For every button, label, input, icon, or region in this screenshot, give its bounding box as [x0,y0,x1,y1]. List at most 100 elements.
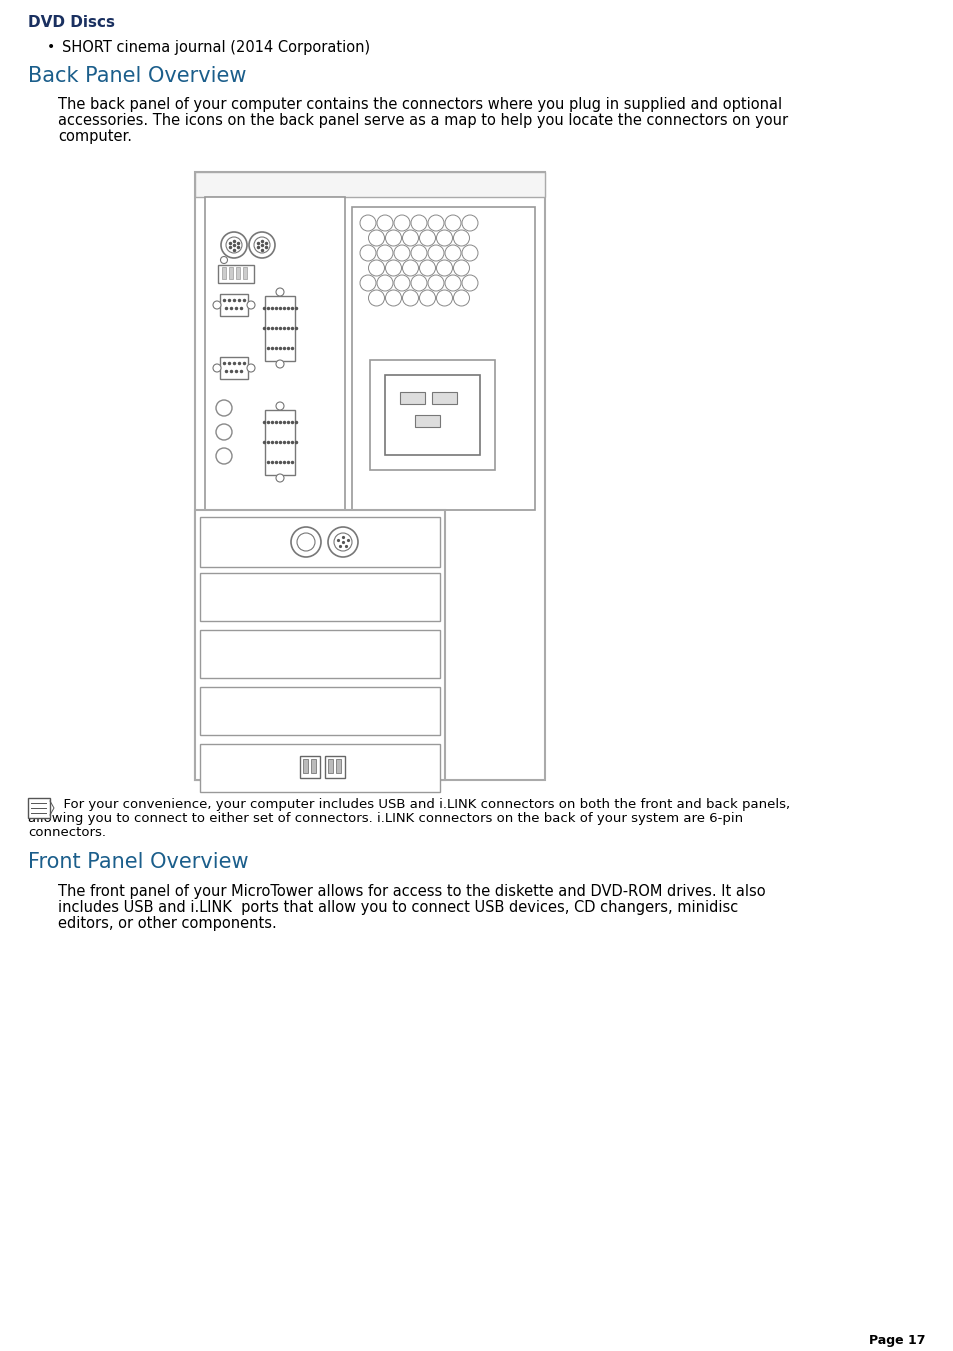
Circle shape [226,236,242,253]
Bar [370,359,495,470]
Circle shape [402,259,418,276]
Bar [299,757,319,778]
Circle shape [334,534,352,551]
Circle shape [275,403,284,409]
Circle shape [461,276,477,290]
Circle shape [402,290,418,305]
Circle shape [215,400,232,416]
Circle shape [385,259,401,276]
Bar [432,392,456,404]
Circle shape [296,534,314,551]
Circle shape [213,363,221,372]
Circle shape [419,290,435,305]
Text: connectors.: connectors. [28,825,106,839]
Circle shape [444,276,460,290]
Circle shape [247,363,254,372]
Circle shape [444,215,460,231]
Text: Page 17: Page 17 [868,1333,925,1347]
Bar [200,630,439,678]
Circle shape [275,288,284,296]
Circle shape [291,527,320,557]
Text: DVD Discs: DVD Discs [28,15,115,30]
Circle shape [444,245,460,261]
Circle shape [376,245,393,261]
Bar [220,295,248,316]
Circle shape [419,259,435,276]
Text: LINE: LINE [305,755,310,769]
Circle shape [328,527,357,557]
Bar [352,207,535,509]
Text: editors, or other components.: editors, or other components. [58,916,276,931]
Circle shape [359,215,375,231]
Text: includes USB and i.LINK  ports that allow you to connect USB devices, CD changer: includes USB and i.LINK ports that allow… [58,900,738,915]
Circle shape [275,474,284,482]
Text: computer.: computer. [58,128,132,145]
Text: Back Panel Overview: Back Panel Overview [28,66,246,86]
Circle shape [359,276,375,290]
Circle shape [376,215,393,231]
Bar [194,509,444,780]
Circle shape [394,215,410,231]
Text: The back panel of your computer contains the connectors where you plug in suppli: The back panel of your computer contains… [58,97,781,112]
Circle shape [249,232,274,258]
Bar [265,296,294,361]
Bar [335,759,340,773]
Bar [303,759,308,773]
Bar [328,759,333,773]
Text: •: • [47,41,55,54]
Circle shape [376,276,393,290]
Bar [311,759,315,773]
Text: For your convenience, your computer includes USB and i.LINK connectors on both t: For your convenience, your computer incl… [55,798,789,811]
Bar [200,517,439,567]
Circle shape [275,359,284,367]
Circle shape [436,230,452,246]
Circle shape [461,215,477,231]
Bar [415,415,439,427]
Bar [222,267,226,280]
Bar [235,267,240,280]
Bar [385,376,479,455]
Circle shape [253,236,270,253]
Circle shape [221,232,247,258]
Circle shape [385,290,401,305]
Circle shape [436,290,452,305]
Bar [205,197,345,509]
Bar [229,267,233,280]
Text: SHORT cinema journal (2014 Corporation): SHORT cinema journal (2014 Corporation) [62,41,370,55]
Circle shape [368,259,384,276]
Circle shape [419,230,435,246]
Circle shape [368,290,384,305]
Text: The front panel of your MicroTower allows for access to the diskette and DVD-ROM: The front panel of your MicroTower allow… [58,884,765,898]
Bar [243,267,247,280]
Text: allowing you to connect to either set of connectors. i.LINK connectors on the ba: allowing you to connect to either set of… [28,812,742,825]
Circle shape [461,245,477,261]
Bar [265,409,294,476]
Bar [28,798,50,817]
Circle shape [411,215,427,231]
Circle shape [411,245,427,261]
Circle shape [220,257,227,263]
Circle shape [453,230,469,246]
Bar [218,265,253,282]
Circle shape [385,230,401,246]
Text: PHONE: PHONE [330,755,335,777]
Text: Front Panel Overview: Front Panel Overview [28,852,249,871]
Circle shape [453,290,469,305]
Bar [200,744,439,792]
Circle shape [247,301,254,309]
Circle shape [359,245,375,261]
Circle shape [215,449,232,463]
Circle shape [368,230,384,246]
Circle shape [453,259,469,276]
Circle shape [428,276,443,290]
Bar [194,172,544,780]
Circle shape [411,276,427,290]
Bar [399,392,424,404]
Circle shape [436,259,452,276]
Circle shape [215,424,232,440]
Circle shape [394,276,410,290]
Circle shape [428,215,443,231]
Bar [220,357,248,380]
Circle shape [402,230,418,246]
Bar [200,688,439,735]
